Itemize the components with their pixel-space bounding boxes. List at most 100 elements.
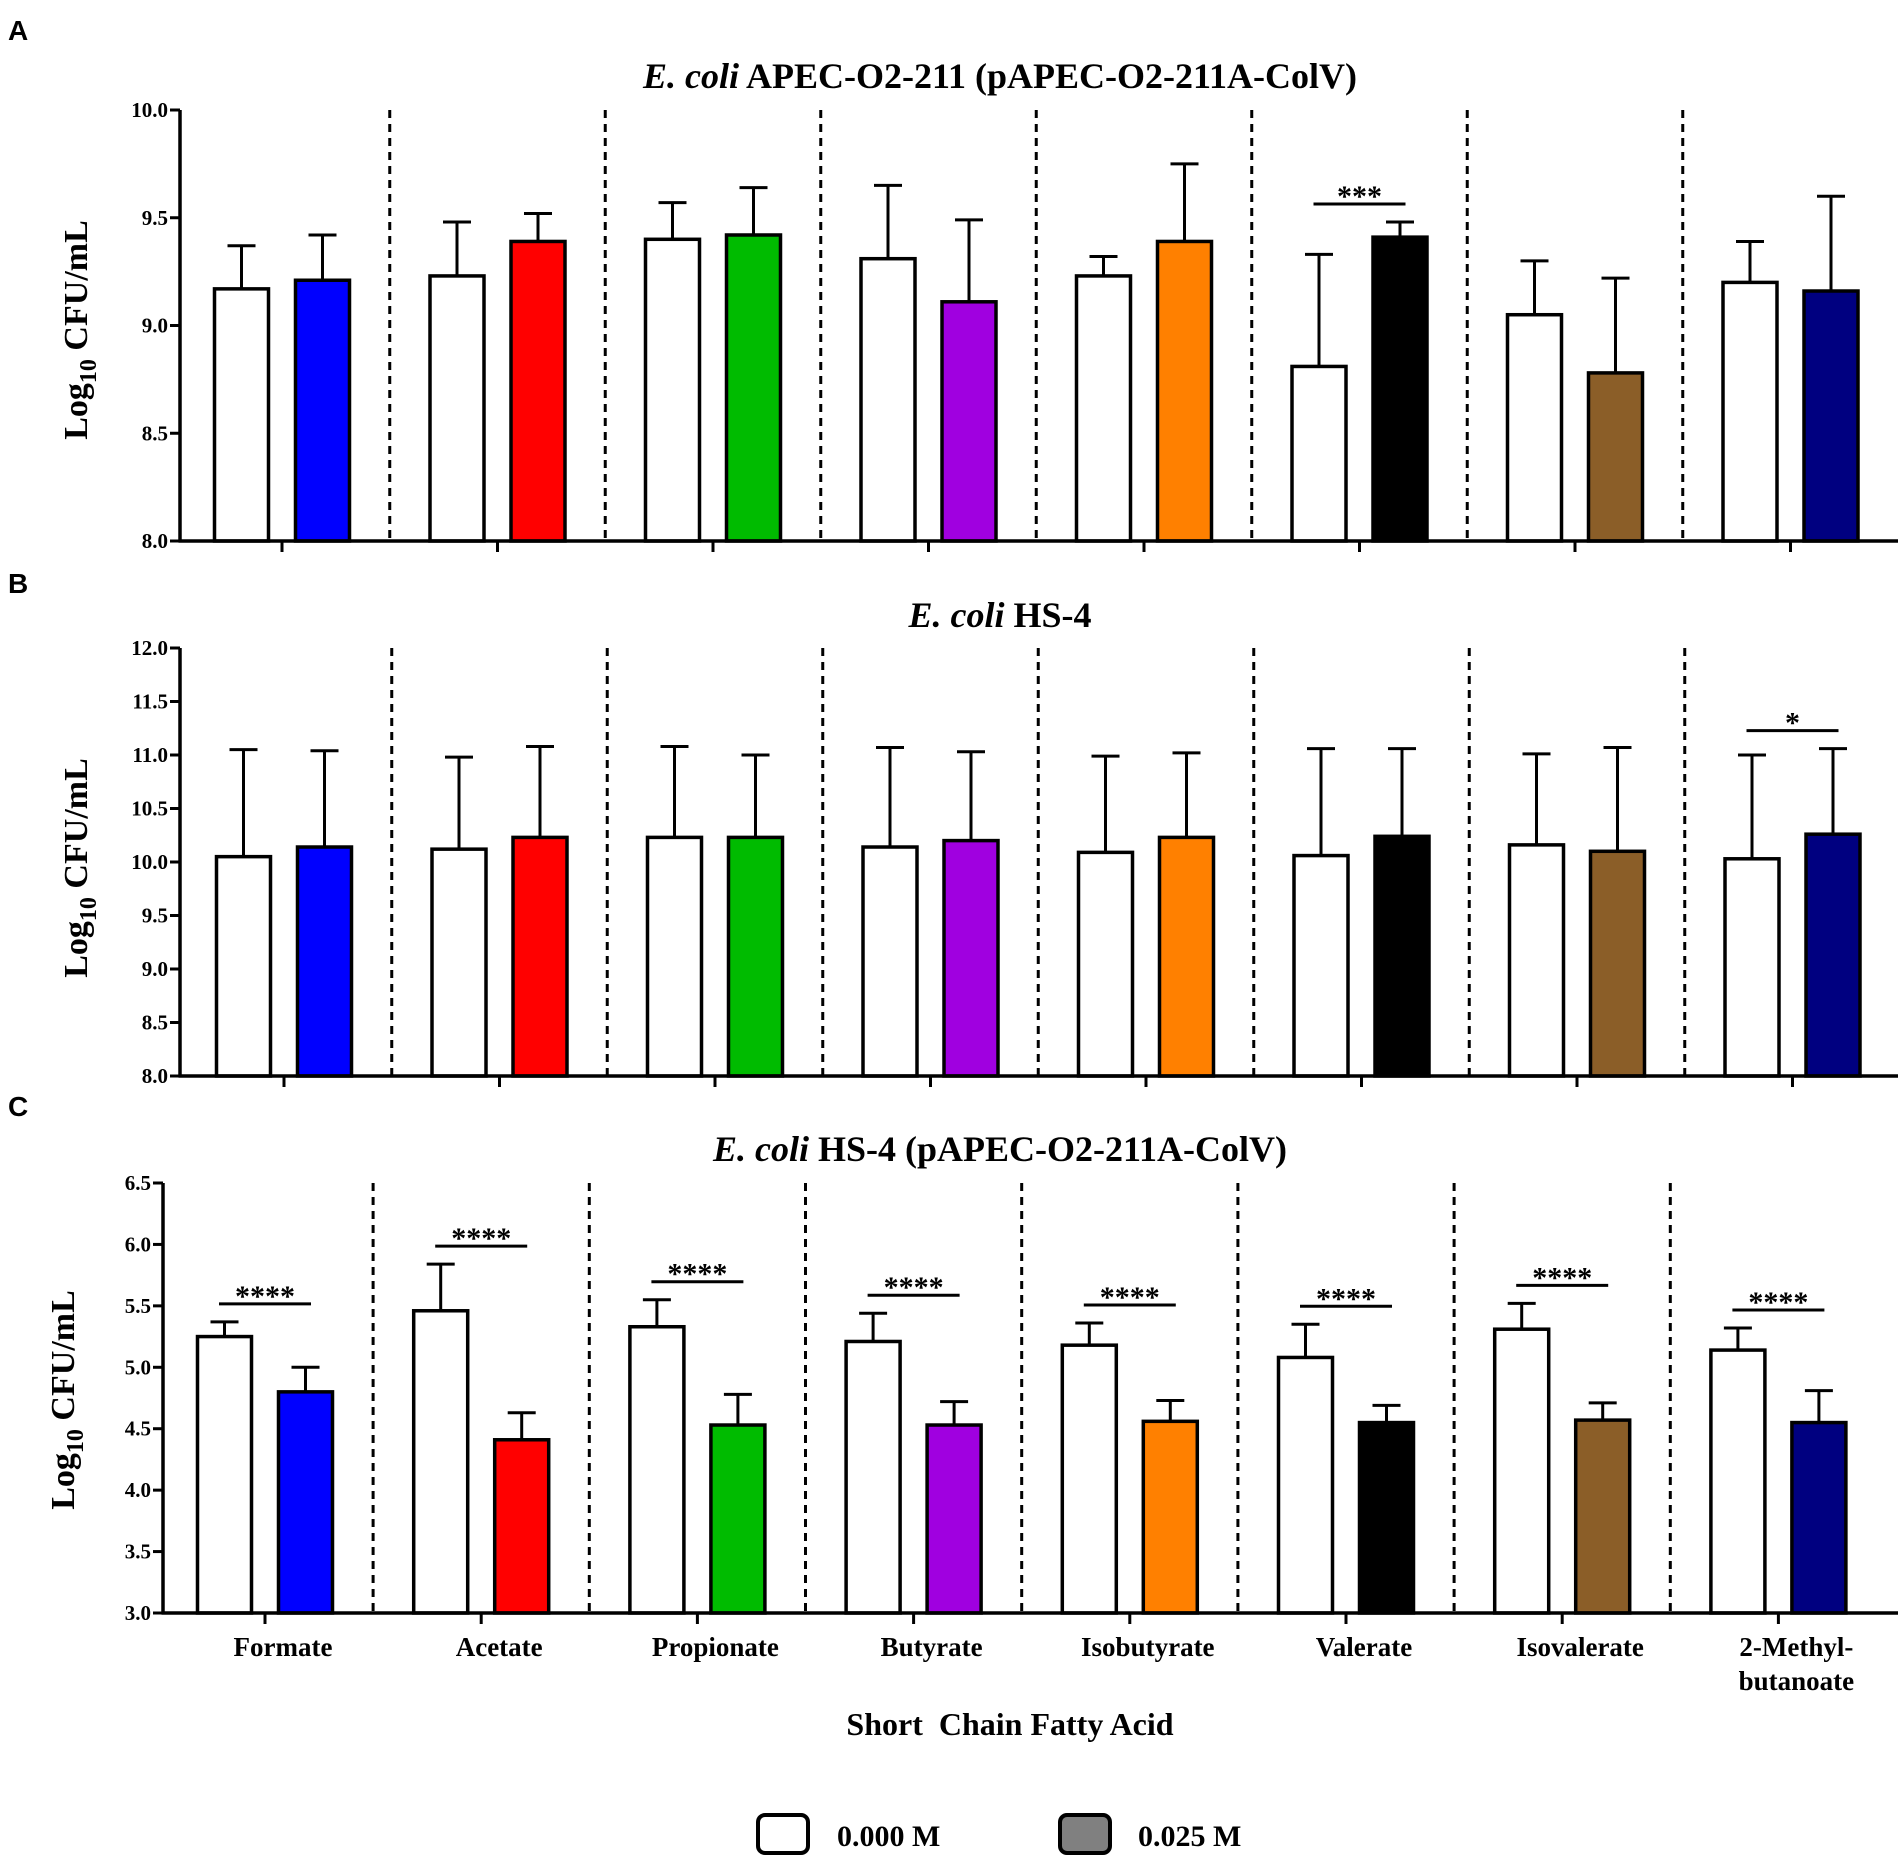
pb-ytick-label: 10.0 — [131, 850, 168, 874]
pa-bar-control — [212, 287, 271, 543]
pc-significance-label: **** — [884, 1271, 944, 1304]
pb-bar-control — [1723, 857, 1781, 1078]
x-category-label-line: 2-Methyl- — [1739, 1632, 1853, 1662]
x-category-label-line: Formate — [234, 1632, 333, 1662]
pc-bar-treatment — [492, 1438, 551, 1615]
svg-text:Log10 CFU/mL: Log10 CFU/mL — [58, 758, 102, 978]
x-category-label: Propionate — [652, 1632, 779, 1662]
pc-significance-label: **** — [1100, 1281, 1160, 1314]
panel-letter-c: C — [8, 1091, 28, 1122]
pa-ytick-label: 8.0 — [142, 529, 168, 553]
pb-significance-label: * — [1785, 707, 1800, 740]
x-category-label: Valerate — [1316, 1632, 1412, 1662]
panel-a-ylabel: Log10 CFU/mL — [58, 220, 102, 440]
x-category-labels: Formate Acetate Propionate Butyrate Isobutyr… — [234, 1632, 1855, 1696]
svg-text:Log10 CFU/mL: Log10 CFU/mL — [45, 1290, 89, 1510]
pc-ytick-label: 4.0 — [125, 1478, 151, 1502]
pc-ytick-label: 6.5 — [125, 1171, 151, 1195]
pa-bar-control — [643, 237, 702, 543]
pa-ytick-label: 9.5 — [142, 206, 168, 230]
pb-bar-control — [1507, 843, 1566, 1078]
legend: 0.000 M 0.025 M — [756, 1813, 1241, 1855]
legend-label-control: 0.000 M — [837, 1820, 940, 1853]
pc-ytick-label: 5.0 — [125, 1355, 151, 1379]
pb-ytick-label: 8.0 — [142, 1064, 168, 1088]
x-axis-title: Short Chain Fatty Acid — [846, 1706, 1173, 1742]
panel-letter-b: B — [8, 568, 28, 599]
pc-bar-treatment — [1790, 1420, 1848, 1615]
x-category-label-line: Propionate — [652, 1632, 779, 1662]
pa-bar-control — [1290, 364, 1348, 543]
pa-ytick-label: 9.0 — [142, 314, 168, 338]
pa-significance-label: *** — [1337, 180, 1382, 213]
pb-ytick-label: 8.5 — [142, 1011, 168, 1035]
pc-bar-control — [411, 1309, 470, 1615]
pb-ytick-label: 9.0 — [142, 957, 168, 981]
pc-ytick-label: 3.0 — [125, 1601, 151, 1625]
pa-bar-control — [1074, 274, 1133, 543]
panel-b-ylabel: Log10 CFU/mL — [58, 758, 102, 978]
pc-ytick-label: 5.5 — [125, 1294, 151, 1318]
pc-ytick-label: 6.0 — [125, 1232, 151, 1256]
legend-swatch-treatment — [1058, 1813, 1112, 1855]
panel-b-plot: 8.0 8.5 9.0 9.5 10.0 10.5 11.0 11.5 12.0 * — [131, 636, 1898, 1088]
pa-ytick-label: 8.5 — [142, 421, 168, 445]
pb-bar-control — [645, 835, 704, 1078]
pb-bar-treatment — [1373, 834, 1431, 1078]
pb-bar-control — [430, 847, 488, 1078]
legend-swatch-control — [756, 1813, 810, 1855]
pb-bar-control — [861, 845, 919, 1078]
x-category-label: Butyrate — [881, 1632, 983, 1662]
pc-bar-control — [1060, 1343, 1119, 1615]
pb-ytick-label: 12.0 — [131, 636, 168, 660]
pb-bar-treatment — [1804, 832, 1862, 1078]
pc-significance-label: **** — [1316, 1282, 1376, 1315]
panel-b-title: E. coli HS-4 — [907, 595, 1091, 635]
pc-bar-treatment — [925, 1423, 983, 1615]
pa-ytick-label: 10.0 — [131, 98, 168, 122]
pc-significance-label: **** — [235, 1280, 295, 1313]
pb-ytick-label: 11.5 — [132, 690, 168, 714]
x-category-label-line: Butyrate — [881, 1632, 983, 1662]
pc-bar-control — [1276, 1355, 1335, 1615]
svg-text:Log10 CFU/mL: Log10 CFU/mL — [58, 220, 102, 440]
pb-bar-control — [1076, 850, 1135, 1078]
panel-c-title: E. coli HS-4 (pAPEC-O2-211A-ColV) — [712, 1129, 1287, 1169]
x-category-label-line: Acetate — [456, 1632, 543, 1662]
pb-ytick-label: 9.5 — [142, 904, 168, 928]
pb-bar-treatment — [511, 835, 569, 1078]
pc-significance-label: **** — [1748, 1286, 1808, 1319]
pb-bar-treatment — [942, 838, 1000, 1078]
pa-bar-treatment — [509, 239, 567, 543]
pa-bar-control — [1505, 312, 1564, 543]
panel-a-title: E. coli APEC-O2-211 (pAPEC-O2-211A-ColV) — [642, 56, 1357, 96]
pa-bar-treatment — [1371, 235, 1429, 543]
pc-bar-treatment — [1357, 1420, 1416, 1615]
pc-significance-label: **** — [1532, 1261, 1592, 1294]
pa-bar-control — [859, 256, 917, 543]
pb-bar-treatment — [726, 835, 785, 1078]
pb-bar-control — [214, 854, 273, 1078]
pa-bar-treatment — [1586, 371, 1645, 543]
pc-ytick-label: 4.5 — [125, 1417, 151, 1441]
pc-bar-treatment — [276, 1390, 335, 1615]
pc-bar-treatment — [1573, 1418, 1632, 1615]
x-category-label-line: butanoate — [1739, 1666, 1855, 1696]
pa-bar-treatment — [724, 233, 783, 543]
pc-bar-control — [628, 1324, 686, 1615]
pc-ytick-label: 3.5 — [125, 1540, 151, 1564]
pa-bar-treatment — [940, 300, 998, 543]
panel-c-plot: 3.0 3.5 4.0 4.5 5.0 5.5 6.0 6.5 **** **** **** ****… — [125, 1171, 1898, 1625]
legend-label-treatment: 0.025 M — [1138, 1820, 1241, 1853]
pc-bar-control — [844, 1339, 902, 1615]
x-category-label-line: Valerate — [1316, 1632, 1412, 1662]
pa-bar-treatment — [1802, 289, 1860, 543]
pb-ytick-label: 10.5 — [131, 797, 168, 821]
pb-bar-control — [1292, 853, 1350, 1078]
panel-letter-a: A — [8, 15, 28, 46]
pc-bar-control — [1709, 1348, 1767, 1615]
x-category-label-line: Isobutyrate — [1081, 1632, 1215, 1662]
pb-bar-treatment — [295, 845, 354, 1078]
pa-bar-control — [428, 274, 486, 543]
